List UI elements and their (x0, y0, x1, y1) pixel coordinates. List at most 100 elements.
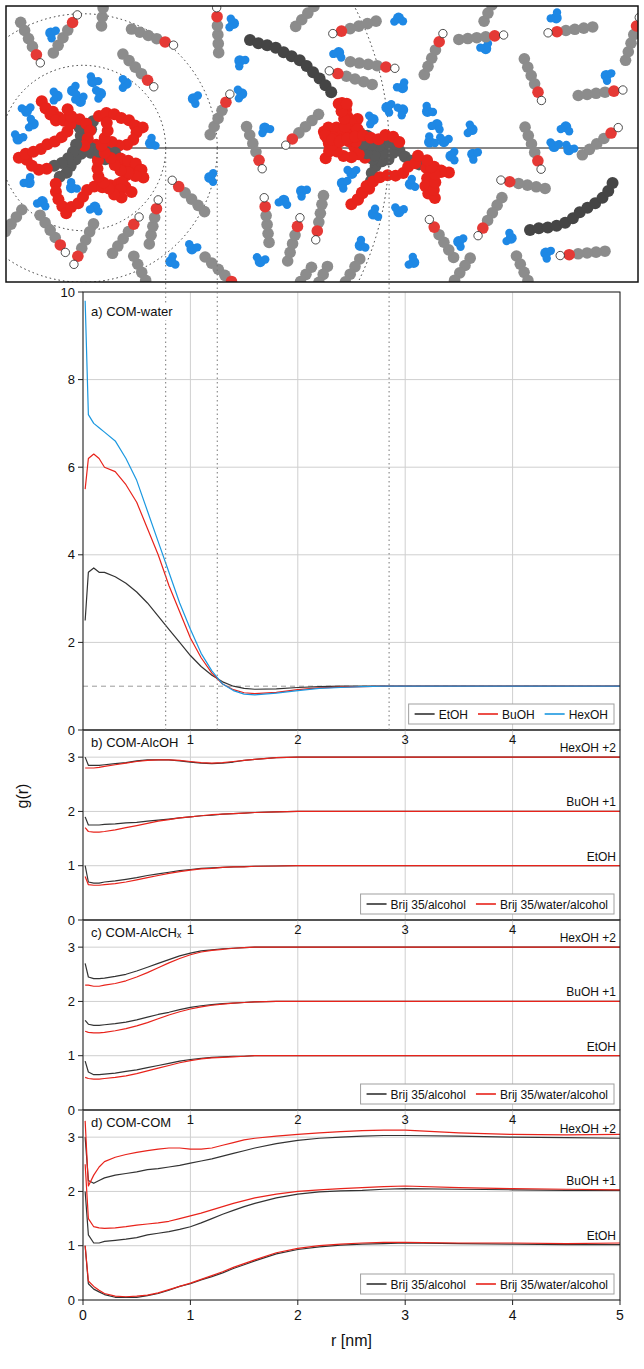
water (424, 132, 439, 147)
series-line (85, 1001, 620, 1032)
water-h (19, 179, 27, 187)
alcohol (418, 29, 447, 80)
x-tick-label: 1 (187, 1307, 195, 1323)
alcohol-bead (226, 276, 238, 282)
y-tick-label: 3 (68, 940, 75, 955)
alcohol-bead (556, 251, 564, 259)
alcohol-bead (135, 213, 143, 221)
series-line (85, 1243, 620, 1297)
grid-line-x (190, 730, 191, 920)
grid-line-y (83, 1245, 620, 1246)
alcohol-bead (563, 249, 575, 261)
x-tick-label: 4 (509, 1307, 517, 1323)
water-h (450, 148, 458, 156)
y-tick-label: 1 (68, 1048, 75, 1063)
panel-frame (83, 292, 620, 730)
water-h (357, 236, 365, 244)
legend-label: Brij 35/water/alcohol (500, 898, 608, 912)
legend-swatch (367, 903, 387, 905)
grid (83, 920, 620, 1110)
legend-label: BuOH (502, 708, 535, 722)
alcohol (345, 56, 400, 73)
water-h (607, 69, 615, 77)
legend-swatch (476, 1283, 496, 1285)
series-line (85, 1001, 620, 1025)
water-h (543, 254, 551, 262)
water-h (456, 243, 464, 251)
curve-label: BuOH +1 (566, 795, 616, 809)
water-h (429, 108, 437, 116)
water-h (147, 134, 155, 142)
legend: EtOHBuOHHexOH (409, 704, 614, 724)
alcohol (577, 123, 623, 160)
x-tick-label: 2 (294, 732, 301, 747)
legend-label: Brij 35/alcohol (391, 1088, 466, 1102)
water-h (393, 103, 401, 111)
water-h (570, 144, 578, 152)
alcohol-bead (537, 165, 545, 173)
water-h (52, 27, 60, 35)
water-h (209, 178, 217, 186)
alcohol (126, 23, 178, 49)
water-h (555, 140, 563, 148)
surfactant-bead (101, 117, 113, 129)
surfactant-bead (393, 136, 405, 148)
x-tick (620, 1300, 621, 1305)
alcohol-bead (504, 176, 516, 188)
legend-swatch (545, 713, 565, 715)
alcohol (425, 215, 459, 263)
water (557, 121, 574, 135)
long-chain-bead (607, 177, 619, 189)
y-tick (78, 292, 83, 293)
alcohol-bead (425, 215, 433, 223)
alcohol-bead (608, 85, 620, 97)
water-h (19, 133, 27, 141)
legend-label: Brij 35/alcohol (391, 1278, 466, 1292)
x-tick-label: 2 (294, 922, 301, 937)
title-patch (89, 1114, 173, 1131)
water-h (234, 86, 242, 94)
water-h (502, 237, 510, 245)
water-h (408, 175, 416, 183)
curve-label: BuOH +1 (566, 985, 616, 999)
grid-line-x (190, 920, 191, 1110)
alcohol (117, 48, 158, 91)
y-tick-label: 6 (68, 460, 75, 475)
alcohol-bead (36, 59, 44, 67)
alcohol-bead (282, 141, 290, 149)
water-h (25, 123, 33, 131)
title-patch (89, 303, 175, 320)
water (601, 69, 616, 85)
water (393, 103, 408, 119)
water-h (11, 130, 19, 138)
grid-line-x (405, 730, 406, 920)
y-tick-label: 0 (68, 1103, 75, 1118)
water (547, 8, 562, 23)
guide-line (217, 148, 218, 730)
y-tick (78, 467, 83, 468)
x-tick (297, 1300, 298, 1305)
water-h (391, 203, 399, 211)
grid-line-x (405, 1110, 406, 1300)
water-h (261, 255, 269, 263)
legend-swatch (367, 1283, 387, 1285)
grid-line-x (512, 292, 513, 730)
water-h (86, 205, 94, 213)
series-line (85, 1242, 620, 1296)
water-h (400, 205, 408, 213)
water (119, 75, 132, 92)
y-tick (78, 1300, 83, 1301)
alcohol-bead (140, 275, 152, 282)
alcohol-bead (259, 201, 271, 213)
alcohol (440, 252, 476, 282)
curve-label: EtOH (587, 1040, 616, 1054)
legend-swatch (415, 713, 435, 715)
guide-line (165, 148, 166, 730)
surfactant-bead (62, 103, 74, 115)
water-h (50, 88, 58, 96)
panel-title: c) COM-AlcCHₓ (91, 925, 182, 940)
alcohol (128, 250, 158, 282)
x-tick-label: 3 (401, 1307, 409, 1323)
alcohol-bead (61, 248, 69, 256)
alcohol-bead (474, 231, 482, 239)
